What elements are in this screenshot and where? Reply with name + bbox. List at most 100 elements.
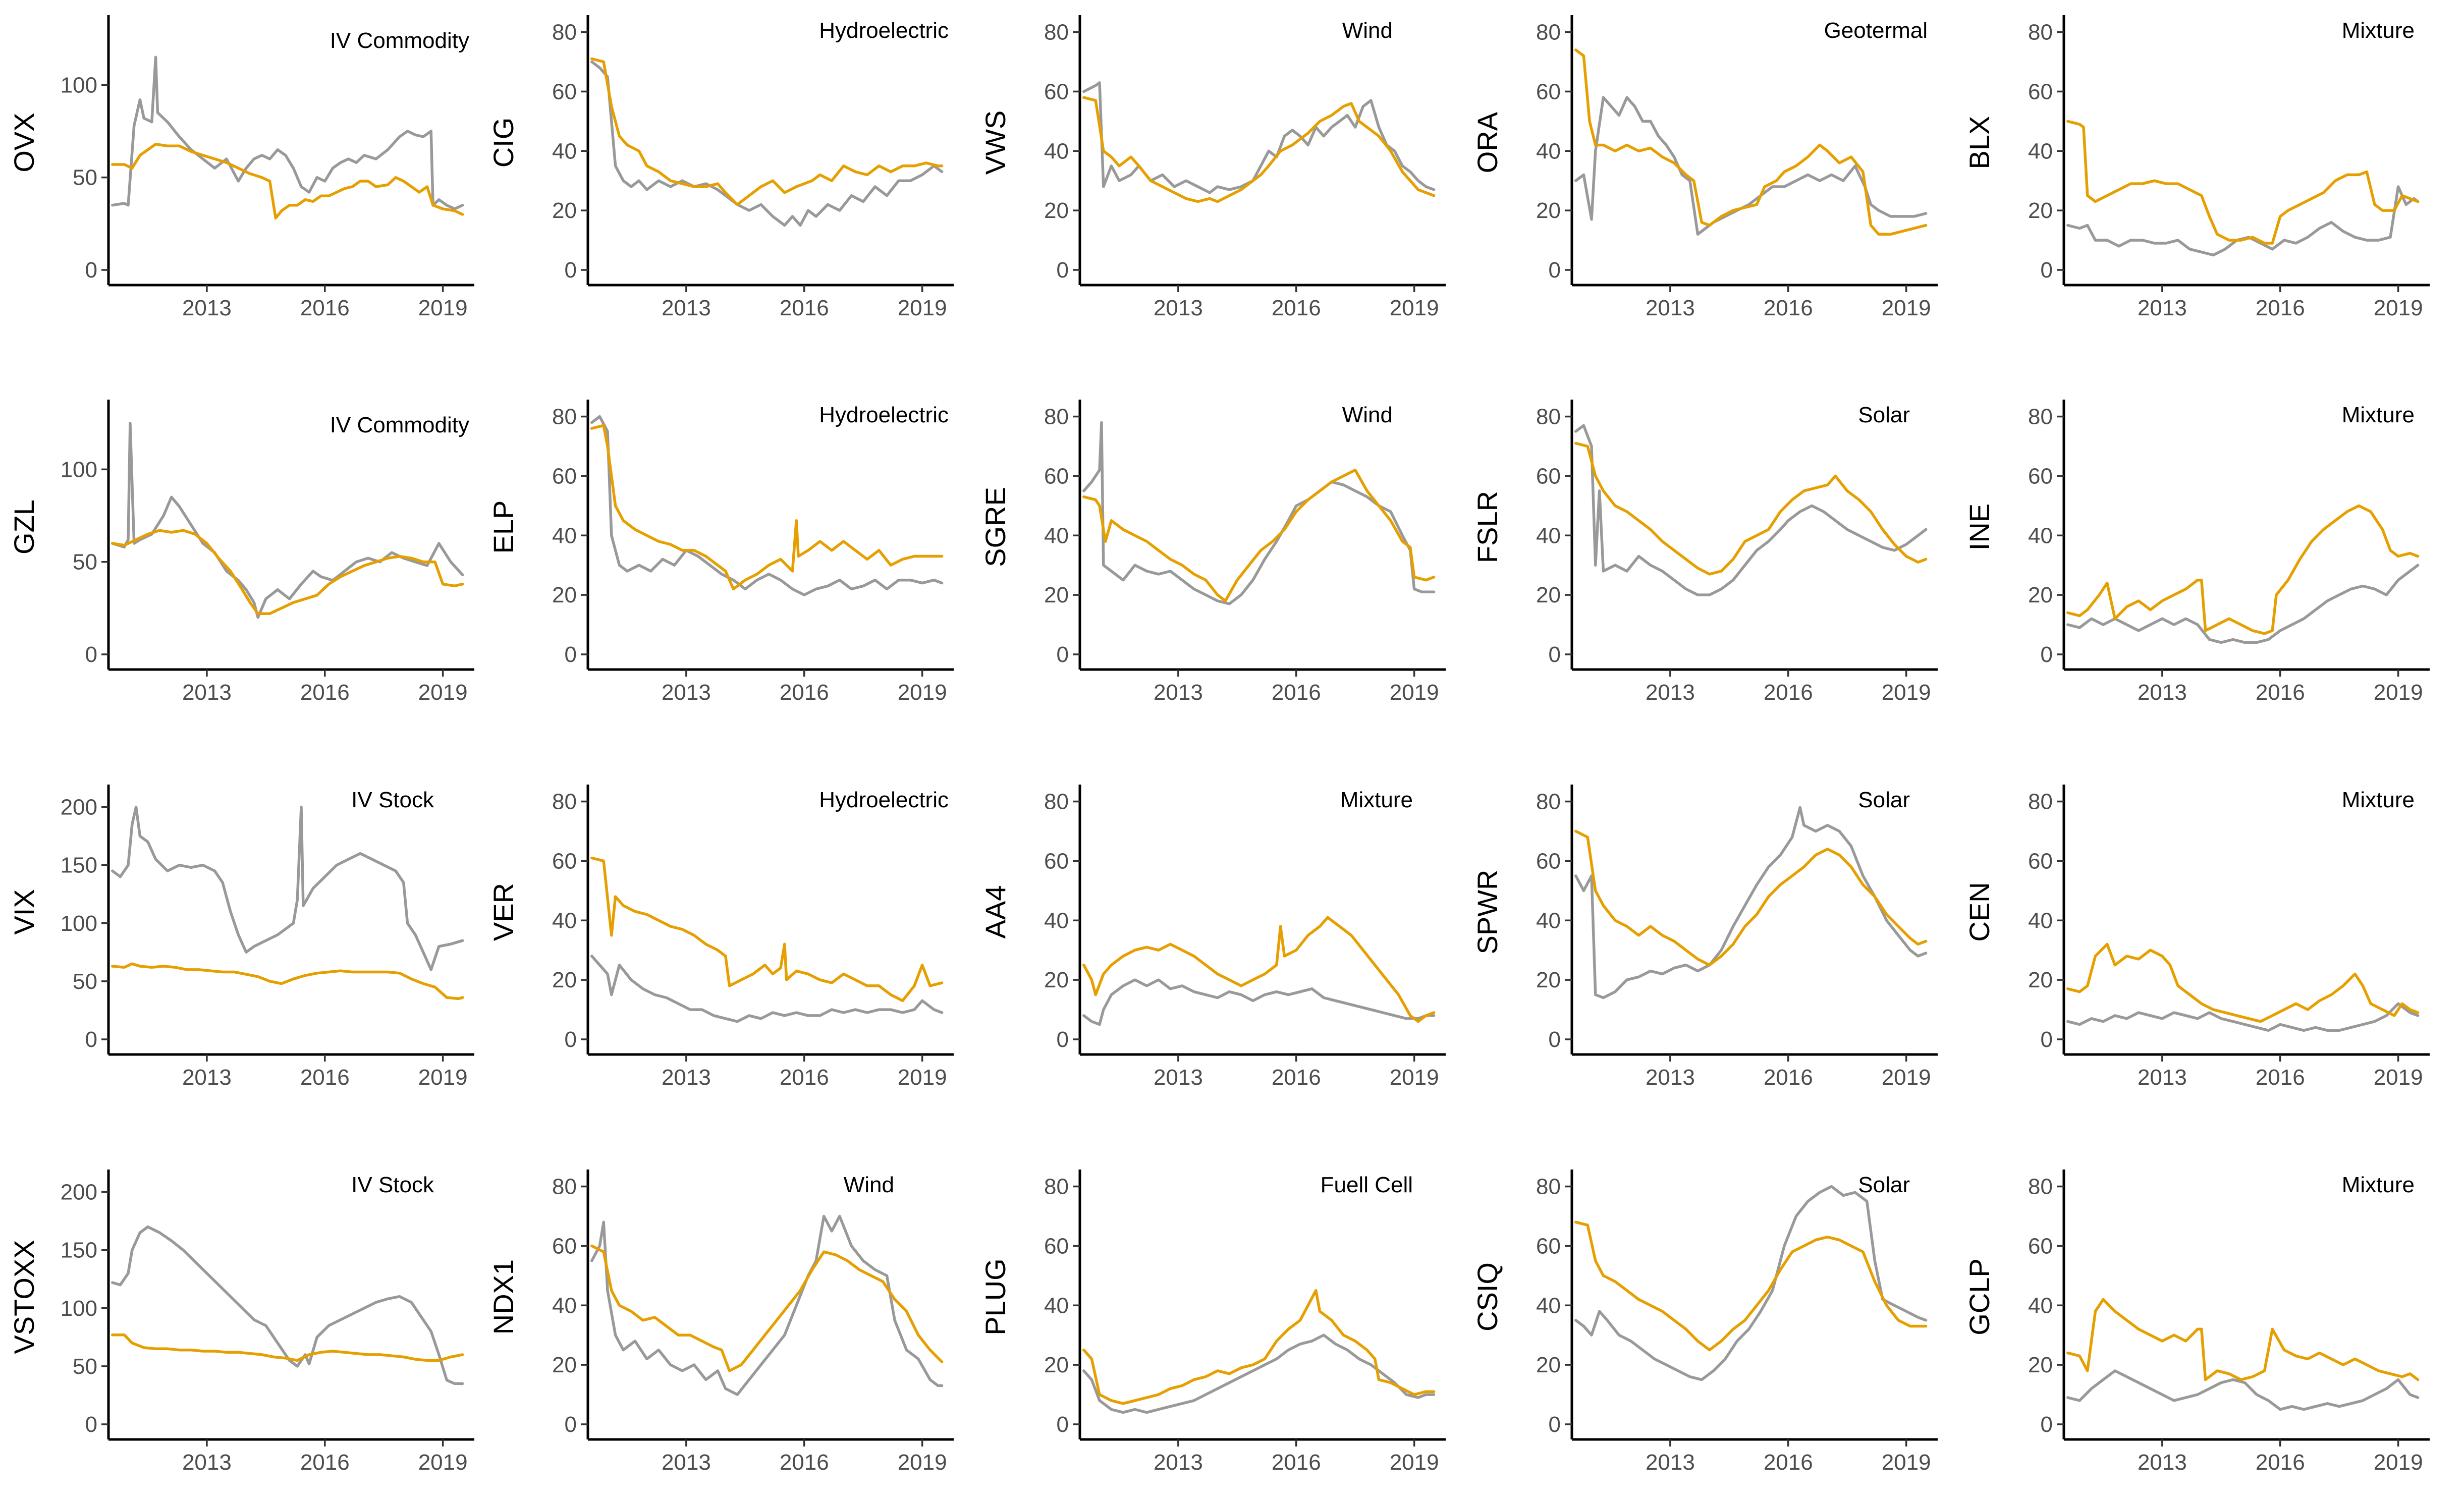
- y-tick-label: 40: [2028, 139, 2053, 163]
- y-axis-label: CEN: [1963, 882, 1995, 941]
- x-tick-label: 2016: [300, 1450, 350, 1475]
- panel-gzl: 0 50 100 2013 2016 2019 GZL IV Commodity: [8, 400, 474, 705]
- y-tick-label: 80: [2028, 405, 2053, 429]
- y-tick-label: 150: [61, 853, 97, 878]
- x-tick-label: 2016: [2256, 1450, 2305, 1475]
- y-axis-label: CSIQ: [1471, 1262, 1503, 1331]
- y-tick-label: 200: [61, 795, 97, 820]
- category-label: Geotermal: [1824, 18, 1928, 43]
- series-realized-line: [1574, 48, 1928, 236]
- category-label: Fuell Cell: [1321, 1173, 1413, 1197]
- y-tick-label: 20: [1536, 1353, 1561, 1377]
- y-axis-label: ELP: [487, 500, 519, 554]
- x-tick-label: 2019: [2374, 1065, 2423, 1090]
- series-realized-line: [2066, 120, 2420, 245]
- y-tick-label: 0: [565, 1027, 577, 1052]
- y-tick-label: 0: [85, 258, 97, 283]
- x-tick-label: 2016: [1272, 680, 1321, 705]
- x-tick-label: 2019: [1390, 296, 1439, 320]
- y-tick-label: 60: [552, 1234, 577, 1258]
- category-label: Hydroelectric: [819, 18, 949, 43]
- series-implied-line: [590, 60, 944, 227]
- x-tick-label: 2016: [300, 680, 350, 705]
- y-tick-label: 20: [1536, 583, 1561, 607]
- category-label: IV Stock: [351, 788, 434, 812]
- x-tick-label: 2013: [662, 1065, 711, 1090]
- x-tick-label: 2019: [418, 1065, 468, 1090]
- y-tick-label: 0: [1549, 642, 1561, 667]
- series-implied-line: [590, 415, 944, 596]
- series-realized-line: [1574, 829, 1928, 967]
- y-tick-label: 40: [1536, 139, 1561, 163]
- y-tick-label: 40: [1536, 1293, 1561, 1318]
- y-tick-label: 20: [552, 198, 577, 223]
- y-tick-label: 80: [552, 20, 577, 45]
- series-implied-line: [2066, 564, 2420, 644]
- y-tick-label: 100: [61, 73, 97, 97]
- y-tick-label: 60: [2028, 464, 2053, 488]
- y-tick-label: 80: [1044, 790, 1069, 814]
- x-tick-label: 2019: [1390, 680, 1439, 705]
- x-tick-label: 2019: [2374, 1450, 2423, 1475]
- y-tick-label: 20: [2028, 583, 2053, 607]
- y-axis-label: GZL: [8, 499, 40, 554]
- y-tick-label: 60: [2028, 849, 2053, 873]
- y-tick-label: 80: [1044, 1175, 1069, 1199]
- x-tick-label: 2013: [1646, 680, 1695, 705]
- series-realized-line: [1082, 1289, 1436, 1405]
- panel-ovx: 0 50 100 2013 2016 2019 OVX IV Commodity: [8, 15, 474, 320]
- y-tick-label: 20: [2028, 1353, 2053, 1377]
- y-tick-label: 60: [552, 464, 577, 488]
- y-tick-label: 0: [2041, 258, 2053, 283]
- category-label: Mixture: [2342, 18, 2415, 43]
- series-realized-line: [2066, 1298, 2420, 1381]
- x-tick-label: 2019: [2374, 296, 2423, 320]
- y-tick-label: 80: [1536, 20, 1561, 45]
- series-implied-line: [590, 1214, 944, 1396]
- y-axis-label: VWS: [979, 110, 1011, 175]
- y-tick-label: 40: [1536, 523, 1561, 548]
- x-tick-label: 2013: [1154, 1450, 1203, 1475]
- y-tick-label: 60: [1044, 79, 1069, 104]
- y-tick-label: 40: [552, 1293, 577, 1318]
- x-tick-label: 2013: [182, 296, 232, 320]
- y-tick-label: 80: [1044, 20, 1069, 45]
- x-tick-label: 2013: [2138, 1065, 2187, 1090]
- category-label: Mixture: [2342, 1173, 2415, 1197]
- y-tick-label: 0: [2041, 1027, 2053, 1052]
- y-tick-label: 0: [1549, 258, 1561, 283]
- x-tick-label: 2016: [2256, 680, 2305, 705]
- series-implied-line: [111, 421, 464, 619]
- y-tick-label: 20: [1044, 583, 1069, 607]
- y-tick-label: 0: [565, 1412, 577, 1437]
- series-realized-line: [590, 57, 944, 206]
- series-realized-line: [111, 962, 464, 1000]
- series-implied-line: [1082, 421, 1436, 605]
- panel-gclp: 0 20 40 60 80 2013 2016 2019 GCLP Mixture: [1963, 1170, 2430, 1475]
- x-tick-label: 2019: [898, 296, 947, 320]
- series-realized-line: [590, 856, 944, 1003]
- category-label: IV Commodity: [330, 413, 469, 437]
- y-tick-label: 50: [73, 969, 97, 994]
- y-tick-label: 0: [1549, 1412, 1561, 1437]
- x-tick-label: 2013: [2138, 680, 2187, 705]
- y-tick-label: 40: [552, 523, 577, 548]
- series-realized-line: [111, 1333, 464, 1362]
- x-tick-label: 2019: [1882, 1450, 1931, 1475]
- x-tick-label: 2013: [2138, 1450, 2187, 1475]
- y-tick-label: 0: [85, 642, 97, 667]
- series-realized-line: [590, 1244, 944, 1372]
- x-tick-label: 2019: [418, 1450, 468, 1475]
- x-tick-label: 2013: [182, 680, 232, 705]
- y-tick-label: 20: [552, 968, 577, 992]
- y-tick-label: 0: [565, 258, 577, 283]
- x-tick-label: 2019: [418, 296, 468, 320]
- series-implied-line: [111, 1225, 464, 1385]
- y-axis-label: CIG: [487, 118, 519, 168]
- category-label: Hydroelectric: [819, 788, 949, 812]
- series-implied-line: [1574, 806, 1928, 999]
- x-tick-label: 2013: [1646, 1065, 1695, 1090]
- x-tick-label: 2013: [1154, 680, 1203, 705]
- series-implied-line: [1574, 1185, 1928, 1381]
